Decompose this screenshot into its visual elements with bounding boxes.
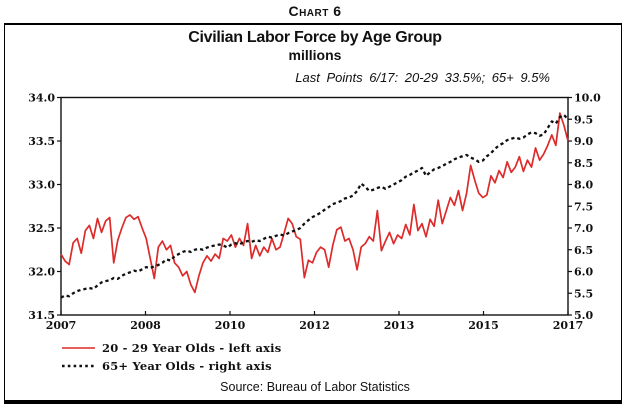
right-axis-tick-label: 10.0 <box>574 92 601 105</box>
series-line-20-29 <box>60 112 569 294</box>
right-axis-tick-label: 5.0 <box>574 309 593 322</box>
legend-label: 65+ Year Olds - right axis <box>102 359 272 373</box>
chart-border-box <box>4 23 622 404</box>
right-axis-tick-label: 7.0 <box>574 222 593 235</box>
series-line-65-plus <box>60 113 569 299</box>
left-axis-tick-label: 32.5 <box>28 222 55 235</box>
last-points-annotation: Last Points 6/17: 20-29 33.5%; 65+ 9.5% <box>295 70 550 85</box>
right-axis-tick-label: 5.5 <box>574 287 593 300</box>
right-axis-tick-label: 6.5 <box>574 244 593 257</box>
right-axis-tick-label: 8.5 <box>574 157 593 170</box>
left-axis-tick-label: 31.5 <box>28 309 55 322</box>
x-axis-year-label: 2013 <box>384 319 415 332</box>
left-axis-tick-label: 33.5 <box>28 135 55 148</box>
left-axis-tick-label: 33.0 <box>28 179 55 192</box>
chart-number-heading: Chart 6 <box>288 3 342 19</box>
right-axis-tick-label: 9.5 <box>574 113 593 126</box>
chart-subtitle: millions <box>288 47 342 63</box>
right-axis-tick-label: 7.5 <box>574 200 593 213</box>
right-axis-tick-label: 9.0 <box>574 135 593 148</box>
x-axis-year-label: 2010 <box>215 319 246 332</box>
x-axis-year-label: 2017 <box>553 319 584 332</box>
right-axis-tick-label: 6.0 <box>574 266 593 279</box>
legend-label: 20 - 29 Year Olds - left axis <box>102 341 282 355</box>
source-attribution: Source: Bureau of Labor Statistics <box>220 380 410 394</box>
red-solid-line-swatch <box>62 347 95 349</box>
x-axis-year-label: 2008 <box>130 319 161 332</box>
x-axis-year-label: 2007 <box>46 319 77 332</box>
x-axis-year-label: 2012 <box>299 319 330 332</box>
legend-item-65-plus: 65+ Year Olds - right axis <box>62 359 272 373</box>
left-axis-tick-label: 34.0 <box>28 92 55 105</box>
left-axis-tick-label: 32.0 <box>28 266 55 279</box>
right-axis-tick-label: 8.0 <box>574 179 593 192</box>
legend-item-20-29: 20 - 29 Year Olds - left axis <box>62 341 281 355</box>
chart-title: Civilian Labor Force by Age Group <box>188 29 442 46</box>
black-dotted-line-swatch <box>62 364 95 368</box>
x-axis-year-label: 2015 <box>468 319 499 332</box>
plot-frame <box>60 96 569 316</box>
